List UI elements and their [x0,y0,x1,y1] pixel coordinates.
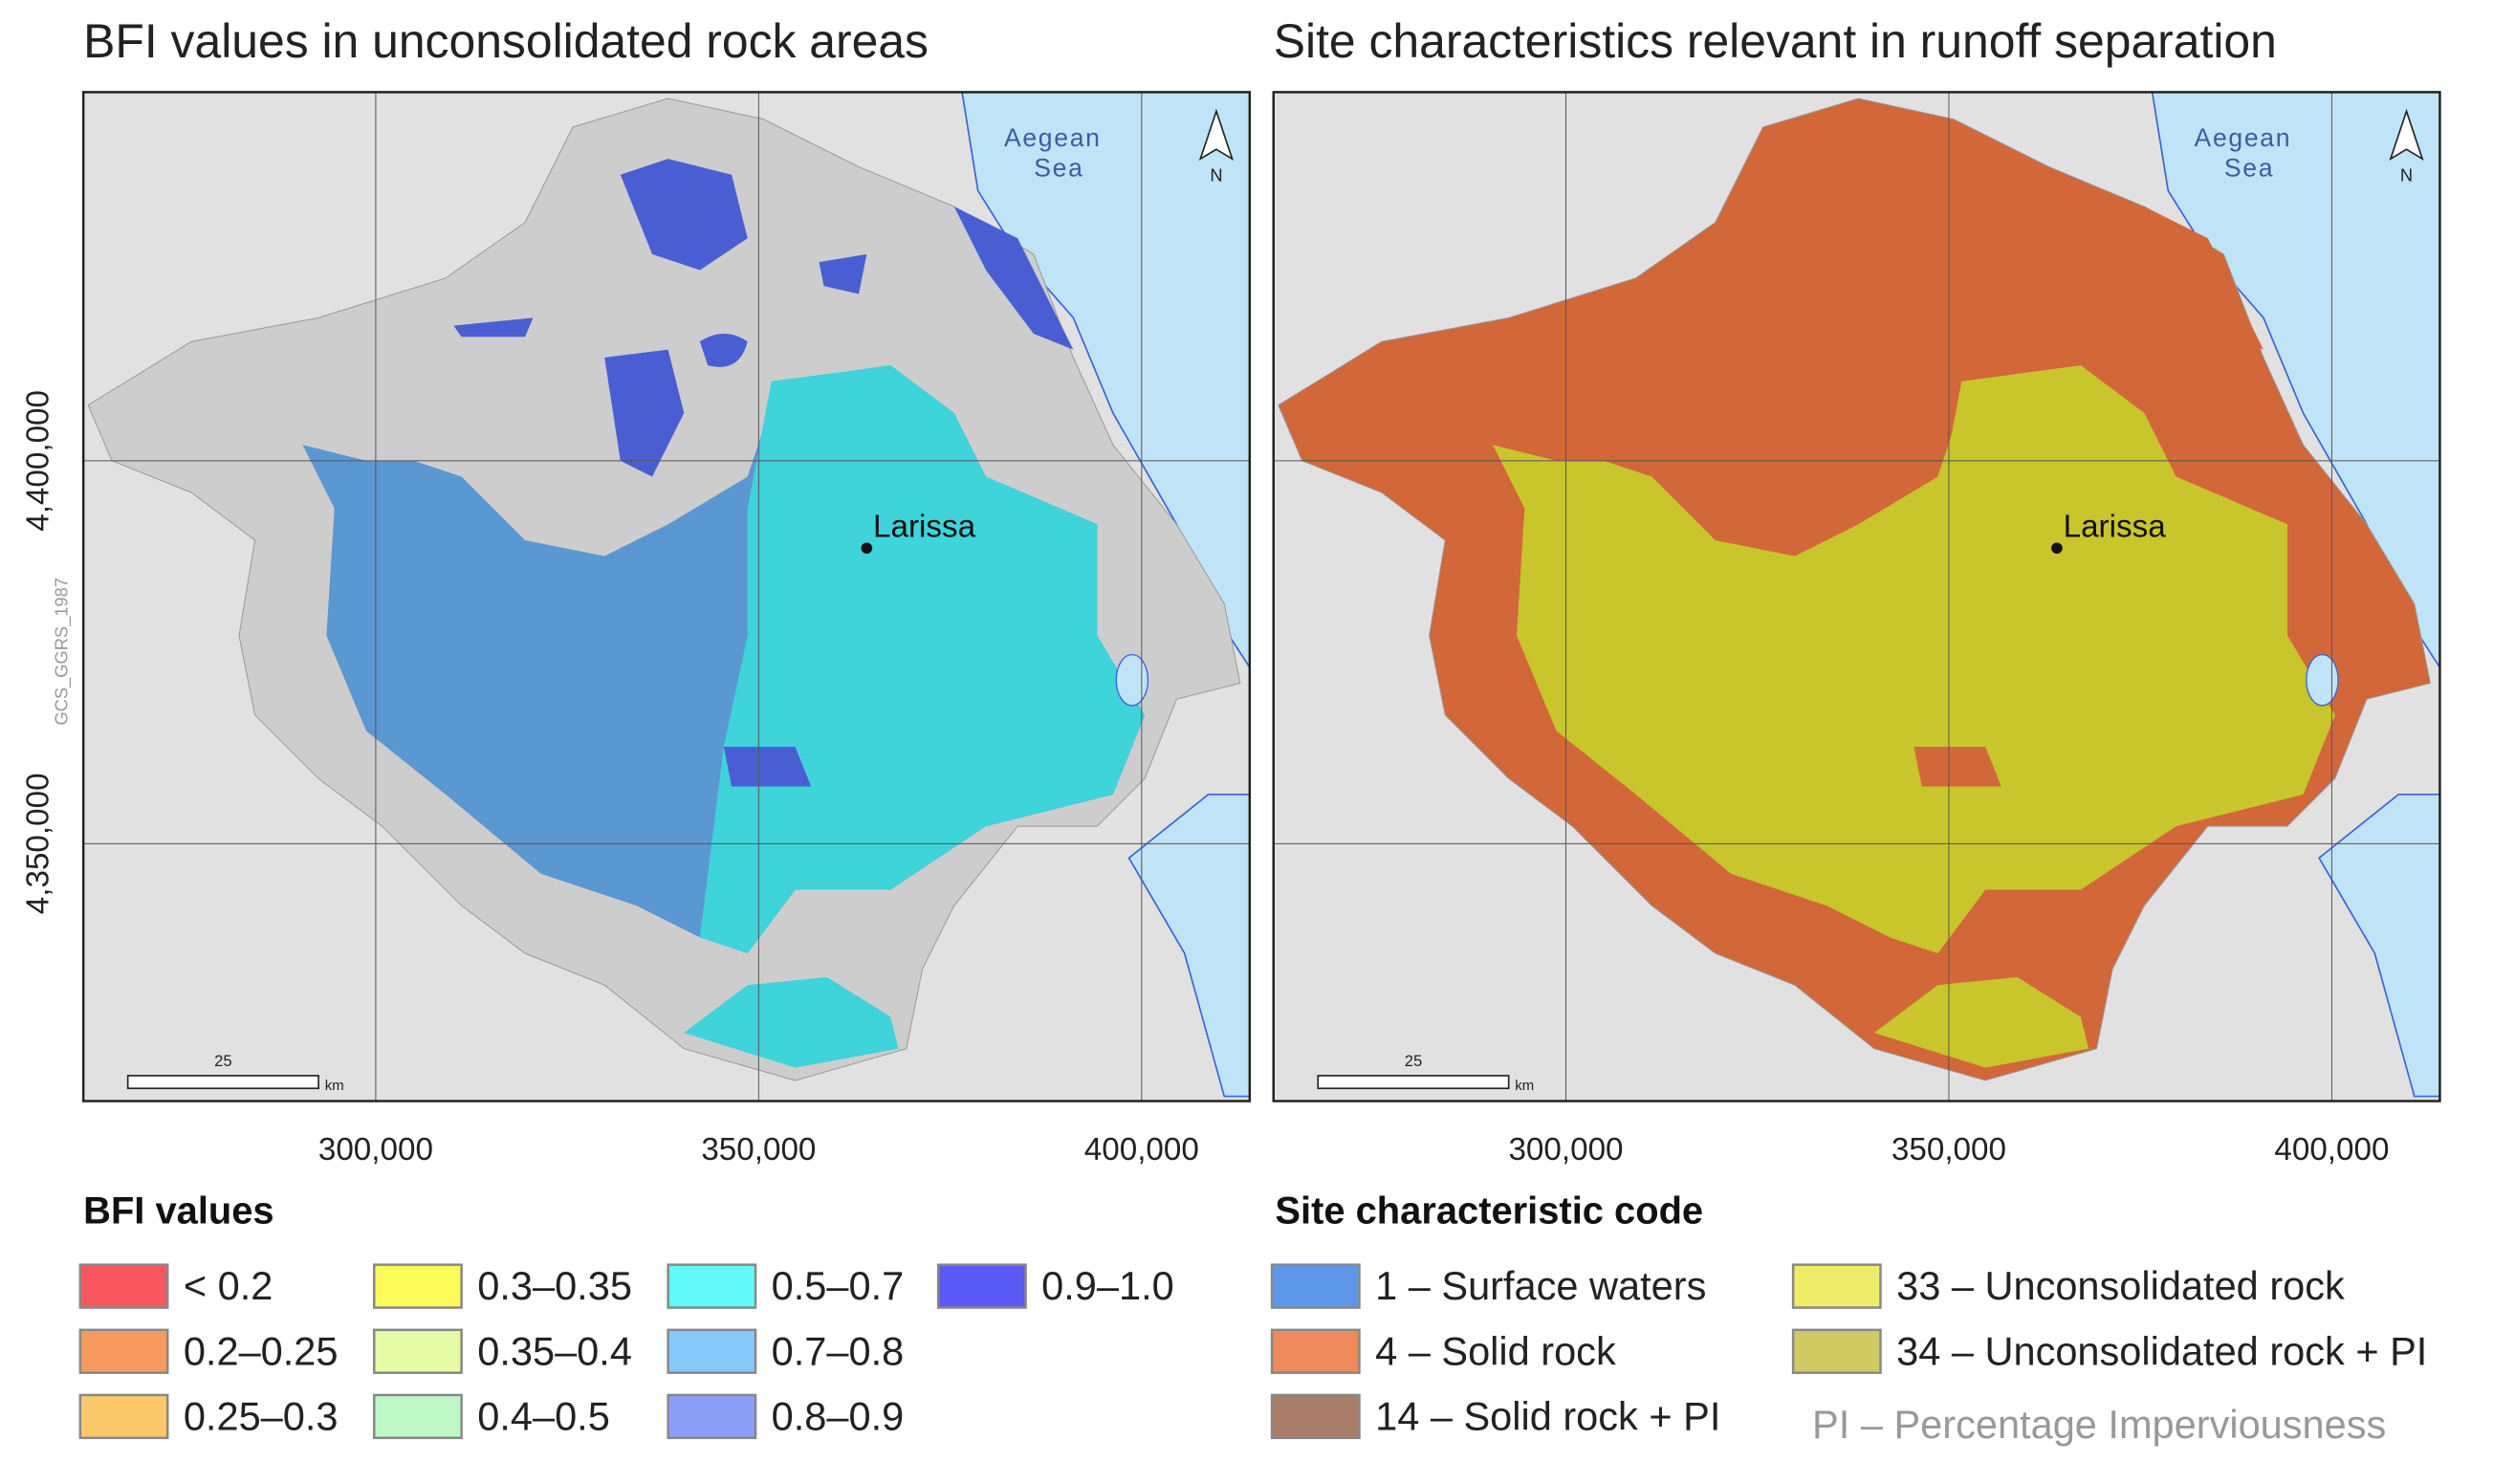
legend-swatch [667,1328,757,1374]
x-tick-label: 350,000 [701,1132,816,1168]
x-tick-label: 350,000 [1892,1132,2006,1168]
sea-label: Aegean [1004,123,1102,152]
panel-title: Site characteristics relevant in runoff … [1274,14,2277,68]
legend-swatch [372,1263,463,1309]
city-label: Larissa [873,510,976,545]
legend-swatch [1270,1393,1361,1440]
x-tick-label: 400,000 [2274,1132,2389,1168]
x-tick-label: 300,000 [1508,1132,1623,1168]
legend-title: BFI values [83,1189,273,1232]
legend-label: 0.9–1.0 [1041,1263,1174,1308]
north-arrow [2389,108,2424,162]
scale-value: 25 [214,1052,231,1070]
legend-label: 34 – Unconsolidated rock + PI [1896,1328,2427,1373]
legend-swatch [936,1263,1027,1309]
legend: BFI values < 0.2 0.2–0.25 0.25–0.3 0.3–0.35 0… [78,1189,1174,1440]
y-tick-label: 4,350,000 [21,773,56,914]
city-dot [2051,542,2063,555]
x-tick-label: 300,000 [318,1132,433,1168]
lake [1115,653,1149,707]
x-tick-label: 400,000 [1084,1132,1199,1168]
legend-label: 0.4–0.5 [477,1394,610,1439]
legend-swatch [78,1328,169,1374]
legend-swatch [667,1263,757,1309]
map-body [83,92,1250,1102]
sea-label: Sea [1034,153,1083,182]
legend-label: 1 – Surface waters [1375,1263,1706,1308]
lake [2306,653,2339,707]
scale-bar [126,1075,319,1090]
scale-unit: km [1515,1078,1534,1094]
scale-unit: km [325,1078,344,1094]
sea-label: Aegean [2195,123,2292,152]
scale-bar [1317,1075,1510,1090]
legend-swatch [1791,1263,1882,1309]
sea-label: Sea [2224,153,2274,182]
legend-label: 0.25–0.3 [184,1394,339,1439]
legend-swatch [78,1393,169,1440]
north-label: N [1210,164,1222,185]
map-frame [81,91,1252,1102]
legend-swatch [1791,1328,1882,1374]
map-panel: BFI values in unconsolidated rock areas A… [21,14,1252,1168]
scale-value: 25 [1405,1052,1422,1070]
legend-swatch [1270,1328,1361,1374]
legend: Site characteristic code 1 – Surface wate… [1270,1189,2427,1447]
legend-swatch [1270,1263,1361,1309]
map-panel: Site characteristics relevant in runoff … [1272,14,2441,1168]
city-dot [861,542,873,555]
legend-label: 0.2–0.25 [184,1328,339,1373]
north-label: N [2400,164,2413,185]
panel-title: BFI values in unconsolidated rock areas [83,14,929,68]
legend-label: 0.3–0.35 [477,1263,632,1308]
legend-label: 0.7–0.8 [772,1328,905,1373]
legend-label: 33 – Unconsolidated rock [1896,1263,2345,1308]
legend-label: 14 – Solid rock + PI [1375,1394,1720,1439]
legend-label: 0.35–0.4 [477,1328,632,1373]
legend-swatch [667,1393,757,1440]
legend-note: PI – Percentage Imperviousness [1812,1402,2386,1447]
legend-swatch [372,1328,463,1374]
legend-swatch [78,1263,169,1309]
map-body [1273,92,2440,1102]
legend-title: Site characteristic code [1275,1189,1703,1232]
crs-label: GCS_GGRS_1987 [52,578,73,725]
map-frame [1272,91,2441,1102]
legend-swatch [372,1393,463,1440]
legend-label: 0.5–0.7 [772,1263,905,1308]
legend-label: < 0.2 [184,1263,273,1308]
city-label: Larissa [2064,510,2167,545]
legend-label: 0.8–0.9 [772,1394,905,1439]
north-arrow [1198,108,1235,162]
y-tick-label: 4,400,000 [21,390,56,532]
legend-label: 4 – Solid rock [1375,1328,1616,1373]
